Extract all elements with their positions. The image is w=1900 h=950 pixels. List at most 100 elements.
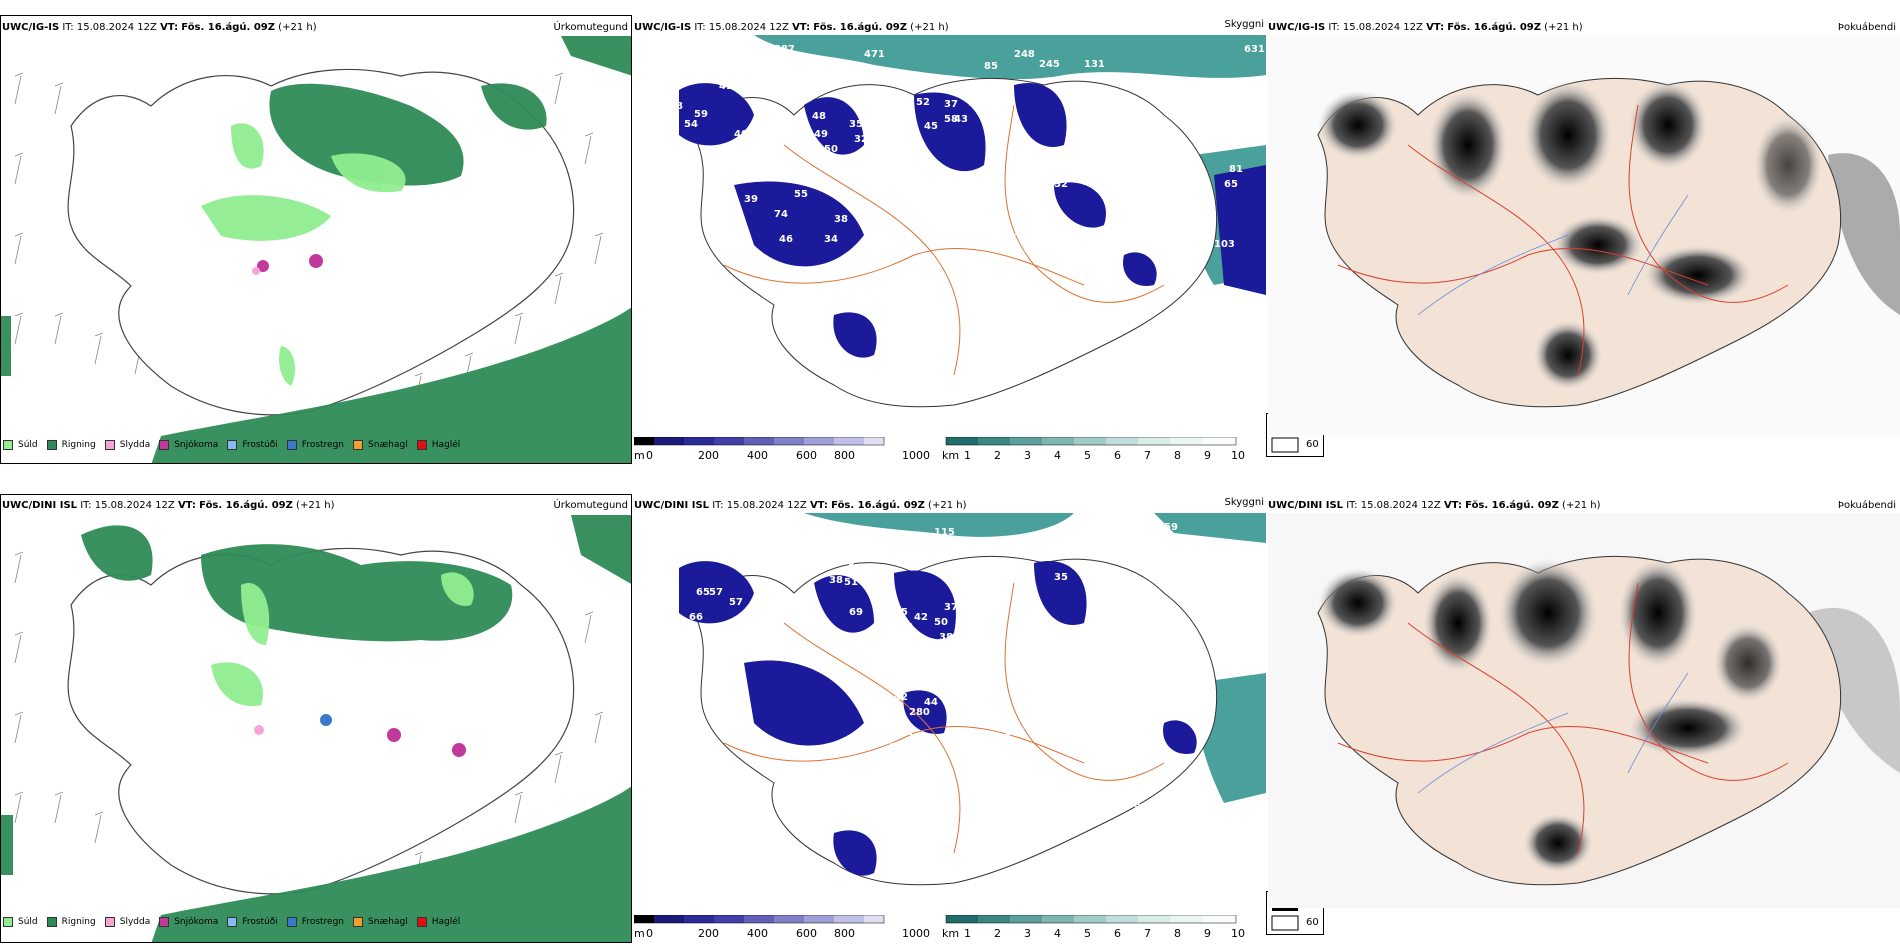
sleet-areas [254, 725, 264, 735]
panel-header: UWC/DINI ISL IT: 15.08.2024 12Z VT: Fös.… [1268, 499, 1600, 513]
legend-item: Haglél [416, 440, 460, 450]
rain-areas [1, 36, 631, 463]
visibility-value-label: 32 [949, 682, 963, 693]
lead-time: (+21 h) [296, 500, 335, 511]
visibility-value-label: 74 [774, 209, 788, 220]
visibility-value-label: 57 [709, 587, 723, 598]
visibility-value-label: 631 [1244, 44, 1265, 55]
visibility-value-label: 71 [754, 104, 768, 115]
visibility-value-label: 51 [784, 597, 798, 608]
visibility-tick: 8 [1174, 927, 1181, 940]
panel-title-fog-index: Þokuábendi [1837, 500, 1896, 511]
iceland-outline [693, 555, 1218, 886]
visibility-value-label: 81 [659, 134, 673, 145]
visibility-value-label: 66 [689, 612, 703, 623]
roads [1337, 104, 1789, 376]
visibility-value-label: 117 [1154, 797, 1175, 808]
visibility-value-label: 32 [889, 359, 903, 370]
visibility-tick: 9 [1204, 927, 1211, 940]
visibility-tick: 7 [1144, 449, 1151, 462]
visibility-value-label: 112 [1179, 817, 1200, 828]
visibility-value-label: 113 [1124, 74, 1145, 85]
legend-item: Frostregn [286, 917, 344, 927]
visibility-tick: 7 [1144, 927, 1151, 940]
model-name: UWC/IG-IS [2, 22, 60, 33]
height-tick: 1000 [902, 927, 930, 940]
legend-item: Rigning [46, 917, 96, 927]
fog-legend-label: 60 [1306, 439, 1319, 450]
it-value: 15.08.2024 12Z [1342, 22, 1423, 33]
legend-item: Slydda [104, 440, 150, 450]
roads [1337, 582, 1789, 854]
legend-label: Súld [18, 440, 38, 450]
height-and-visibility-bars [634, 915, 1237, 924]
it-value: 15.08.2024 12Z [708, 22, 789, 33]
visibility-value-label: 50 [934, 617, 948, 628]
fog-map-svg [1268, 35, 1900, 435]
panel-header: UWC/DINI ISL IT: 15.08.2024 12Z VT: Fös.… [2, 499, 334, 513]
legend-swatch [227, 440, 238, 450]
visibility-value-label: 58 [1034, 164, 1048, 175]
visibility-value-label: 66 [979, 702, 993, 713]
visibility-value-label: 131 [1084, 59, 1105, 70]
visibility-value-label: 51 [844, 577, 858, 588]
precip-map-svg [1, 36, 631, 463]
legend-label: Frostregn [301, 440, 345, 450]
legend-swatch [104, 917, 115, 927]
visibility-value-label: 43 [954, 114, 968, 125]
visibility-value-label: 58 [1034, 732, 1048, 743]
visibility-value-label: 58 [884, 339, 898, 350]
it-label: IT: [1346, 500, 1358, 511]
visibility-value-label: 44 [852, 101, 866, 112]
legend-swatch [46, 440, 57, 450]
model-name: UWC/IG-IS [634, 22, 692, 33]
height-tick: 200 [698, 927, 719, 940]
legend-item: Súld [3, 440, 38, 450]
visibility-value-label: 59 [694, 109, 708, 120]
visibility-value-label: 39 [869, 692, 883, 703]
visibility-value-label: 81 [1229, 164, 1243, 175]
lead-time: (+21 h) [928, 500, 967, 511]
visibility-value-label: 65 [696, 587, 710, 598]
roads [723, 104, 1165, 376]
visibility-value-label: 59 [1164, 522, 1178, 533]
visibility-value-label: 47 [1119, 587, 1133, 598]
visibility-value-label: 809 [1094, 577, 1115, 588]
precip-type-legend: Súld Rigning Slydda Snjókoma Frostúði Fr… [3, 917, 469, 927]
fog-legend-label: 60 [1306, 917, 1319, 928]
legend-item: Haglél [416, 917, 460, 927]
visibility-tick: 2 [994, 927, 1001, 940]
legend-item: Rigning [46, 440, 96, 450]
visibility-value-label: 37 [944, 99, 958, 110]
visibility-value-label: 42 [914, 612, 928, 623]
precip-type-legend: Súld Rigning Slydda Snjókoma Frostúði Fr… [3, 440, 469, 450]
visibility-value-label: 69 [849, 607, 863, 618]
lead-time: (+21 h) [278, 22, 317, 33]
visibility-value-label: 139 [1024, 244, 1045, 255]
rain-areas [1, 515, 631, 942]
legend-swatch [104, 440, 115, 450]
visibility-unit: km [942, 449, 960, 462]
visibility-tick: 5 [1084, 449, 1091, 462]
vt-label: VT: [1426, 22, 1445, 33]
panel-title-visibility: Skyggni [1224, 19, 1264, 30]
lead-time: (+21 h) [1544, 22, 1583, 33]
visibility-value-label: 38 [834, 214, 848, 225]
visibility-value-label: 38 [829, 575, 843, 586]
visibility-map: 49 41 62 45 48 59 54 40 81 71 48 49 44 35 32 52 45 37 58 43… [634, 35, 1266, 430]
visibility-tick: 4 [1054, 449, 1061, 462]
visibility-value-label: 46 [779, 234, 793, 245]
visibility-tick: 2 [994, 449, 1001, 462]
legend-swatch [416, 917, 427, 927]
vt-value: Fös. 16.ágú. 09Z [181, 22, 275, 33]
visibility-value-label: 53 [744, 617, 758, 628]
fog-areas [1318, 80, 1823, 390]
it-label: IT: [80, 500, 92, 511]
height-tick: 0 [646, 927, 653, 940]
legend-swatch [353, 917, 364, 927]
visibility-value-label: 92 [899, 727, 913, 738]
legend-label: Frostúði [242, 440, 278, 450]
visibility-value-label: 116 [884, 319, 905, 330]
visibility-value-label: 40 [734, 129, 748, 140]
visibility-tick: 4 [1054, 927, 1061, 940]
